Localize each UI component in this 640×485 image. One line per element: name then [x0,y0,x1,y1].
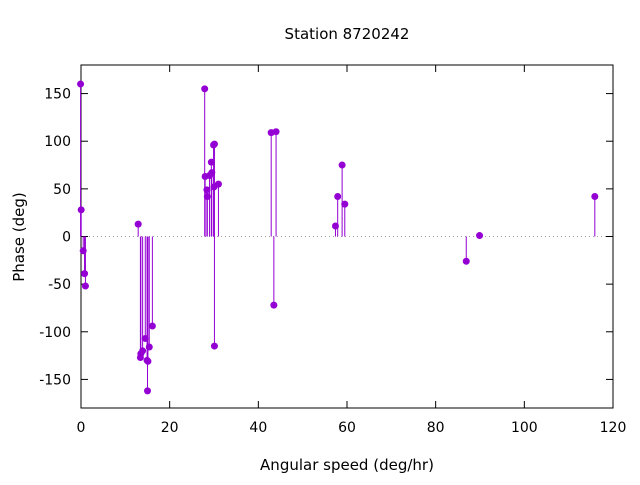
data-point [201,85,209,93]
data-point [77,80,85,88]
y-tick-label: 150 [44,87,71,103]
data-point [338,161,346,169]
chart-title: Station 8720242 [285,25,410,43]
data-point [270,301,278,309]
data-point [77,206,85,214]
data-point [476,232,484,240]
data-point [79,247,87,255]
x-axis-title: Angular speed (deg/hr) [260,456,434,474]
data-point [207,158,215,166]
y-tick-label: -100 [39,325,71,341]
data-point [591,192,599,200]
x-tick-label: 120 [600,420,627,436]
y-axis-title: Phase (deg) [10,192,28,282]
data-point [210,140,218,148]
data-point [144,357,152,365]
data-point [210,342,218,350]
x-tick-label: 60 [338,420,356,436]
data-point [139,347,147,355]
y-tick-label: 50 [53,182,71,198]
data-point [81,270,89,278]
data-point [148,322,156,330]
data-point [214,180,222,188]
data-point [331,222,339,230]
data-point [208,169,216,177]
data-point [272,128,280,136]
data-point [141,334,149,342]
data-point [334,192,342,200]
data-point [341,200,349,208]
y-tick-label: 100 [44,134,71,150]
data-point [203,192,211,200]
x-tick-label: 80 [427,420,445,436]
x-tick-label: 40 [249,420,267,436]
y-tick-label: -50 [48,277,71,293]
x-tick-label: 100 [511,420,538,436]
y-tick-label: -150 [39,372,71,388]
data-point [134,220,142,228]
data-point [462,257,470,265]
data-point [144,387,151,395]
data-point [145,343,153,351]
x-tick-label: 0 [77,420,86,436]
x-tick-label: 20 [161,420,179,436]
data-point [81,282,89,290]
y-tick-label: 0 [62,230,71,246]
data-point [203,186,211,194]
